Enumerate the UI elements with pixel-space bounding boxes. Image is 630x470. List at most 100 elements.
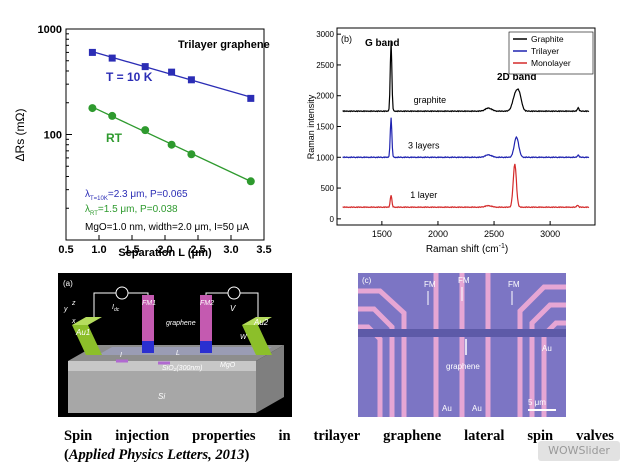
axis-y-label: y: [63, 306, 68, 313]
si-substrate-front: [68, 361, 256, 413]
au-label-bottom-left: Au: [442, 404, 452, 413]
sio2-layer: [68, 361, 256, 371]
sio2-label: SiO₂(300nm): [162, 365, 202, 372]
device-micrograph-image: (c) FM FM FM graphene Au Au Au 5 μm: [358, 273, 566, 417]
scale-bar-label: 5 μm: [528, 398, 546, 407]
caption-word: injection: [115, 428, 170, 444]
au1-label: Au1: [75, 328, 90, 337]
w-label: W: [240, 334, 248, 341]
panel-label-a: (a): [63, 279, 73, 288]
spin-signal-vs-separation-chart: 0.5 1.0 1.5 2.0 2.5 3.0 3.5 100 1000 Separation…: [13, 24, 272, 259]
spin-arrows: [116, 359, 170, 365]
au2-pad: [242, 325, 272, 355]
fm-label-middle: FM: [458, 276, 470, 285]
data-point: [168, 68, 176, 76]
annotation-lambda-10k: λT=10K=2.3 μm, P=0.065: [85, 189, 188, 202]
caption-word: lateral: [464, 428, 505, 444]
data-point: [187, 150, 196, 159]
x-tick-label: 2.0: [157, 244, 172, 256]
axis-x-label: x: [71, 318, 76, 325]
au1-pad-top: [72, 317, 102, 325]
x-tick-label: 1.5: [124, 244, 139, 256]
graphene-channel: [358, 329, 566, 337]
fm1-label: FM1: [142, 300, 156, 307]
caption-title-line: Spin injection properties in trilayer graphen…: [64, 427, 614, 446]
legend-entry: Monolayer: [531, 58, 571, 68]
x-tick-label: 2000: [428, 229, 448, 239]
scale-bar: [528, 409, 556, 411]
spectrum-line: [342, 117, 590, 159]
data-point: [141, 126, 150, 135]
legend: Graphite Trilayer Monolayer: [508, 31, 594, 75]
x-tick-label: 1.0: [91, 244, 106, 256]
y-tick-label: 2500: [316, 61, 334, 70]
data-point: [108, 111, 117, 120]
au1-pad: [72, 325, 102, 355]
fm2-label: FM2: [200, 300, 214, 307]
caption-word: properties: [192, 428, 256, 444]
l-label: L: [176, 350, 180, 357]
y-tick-label: 3000: [316, 30, 334, 39]
graphene-label: graphene: [446, 362, 480, 371]
fm2-mgo: [200, 341, 212, 353]
trace-label: 3 layers: [408, 141, 440, 151]
y-tick-label: 1000: [38, 24, 62, 36]
figure-caption: Spin injection properties in trilayer graphen…: [64, 427, 614, 465]
legend-title: Trilayer graphene: [178, 39, 270, 51]
caption-word: in: [278, 428, 291, 444]
x-axis-label: Raman shift (cm-1): [426, 243, 508, 255]
fm1-mgo: [142, 341, 154, 353]
voltmeter-icon: [227, 286, 241, 300]
data-point: [167, 140, 176, 149]
caption-word: spin: [527, 428, 554, 444]
y-axis-label: ΔRs (mΩ): [13, 109, 27, 162]
series-label-rt: RT: [106, 131, 123, 145]
x-tick-label: 3.5: [256, 244, 271, 256]
legend-entry: Graphite: [531, 34, 564, 44]
si-label: Si: [158, 392, 165, 401]
data-point: [246, 177, 255, 186]
caption-word: graphene: [383, 428, 442, 444]
annotation-lambda-rt: λRT=1.5 μm, P=0.038: [85, 204, 178, 217]
data-point: [88, 48, 96, 56]
mgo-label: MgO: [220, 362, 236, 369]
caption-word: Spin: [64, 428, 93, 444]
data-point: [88, 104, 97, 113]
legend-entry: Trilayer: [531, 46, 559, 56]
fm-label-right: FM: [508, 280, 520, 289]
x-tick-label: 2.5: [190, 244, 205, 256]
idc-label: Idc: [112, 304, 120, 313]
y-axis-label: Raman intensity: [306, 94, 316, 159]
y-tick-label: 500: [321, 184, 335, 193]
caption-word: trilayer: [313, 428, 361, 444]
trace-label: graphite: [414, 95, 447, 105]
graphene-label: graphene: [166, 320, 196, 327]
g-band-label: G band: [365, 38, 399, 49]
fm1-electrode: [142, 295, 154, 351]
data-point: [247, 94, 255, 102]
series-label-10k: T = 10 K: [106, 70, 153, 84]
data-point: [141, 63, 149, 71]
annotation-conditions: MgO=1.0 nm, width=2.0 μm, I=50 μA: [85, 222, 249, 233]
caption-citation-line: (Applied Physics Letters, 2013): [64, 447, 250, 463]
y-tick-label: 2000: [316, 92, 334, 101]
current-source-icon: [115, 286, 129, 300]
y-tick-label: 1500: [316, 123, 334, 132]
y-tick-label: 1000: [316, 153, 334, 162]
fm-arrows: [427, 287, 513, 305]
au-label-right: Au: [542, 344, 552, 353]
watermark-logo: WOWSlider: [538, 441, 620, 461]
spectrum-line: [342, 163, 590, 209]
device-schematic-image: (a) Au1 Au2 FM1 FM2 graphene W L I MgO S…: [58, 273, 292, 417]
x-tick-label: 0.5: [58, 244, 73, 256]
y-tick-label: 0: [330, 215, 335, 224]
au-label-bottom-right: Au: [472, 404, 482, 413]
panel-label-b: (b): [341, 34, 352, 44]
caption-word: valves: [576, 428, 614, 444]
trace-label: 1 layer: [410, 190, 437, 200]
x-tick-label: 1500: [372, 229, 392, 239]
si-substrate-side: [256, 345, 284, 413]
au2-label: Au2: [253, 318, 269, 327]
x-tick-label: 3000: [540, 229, 560, 239]
x-axis-label: Separation L (μm): [118, 247, 212, 259]
